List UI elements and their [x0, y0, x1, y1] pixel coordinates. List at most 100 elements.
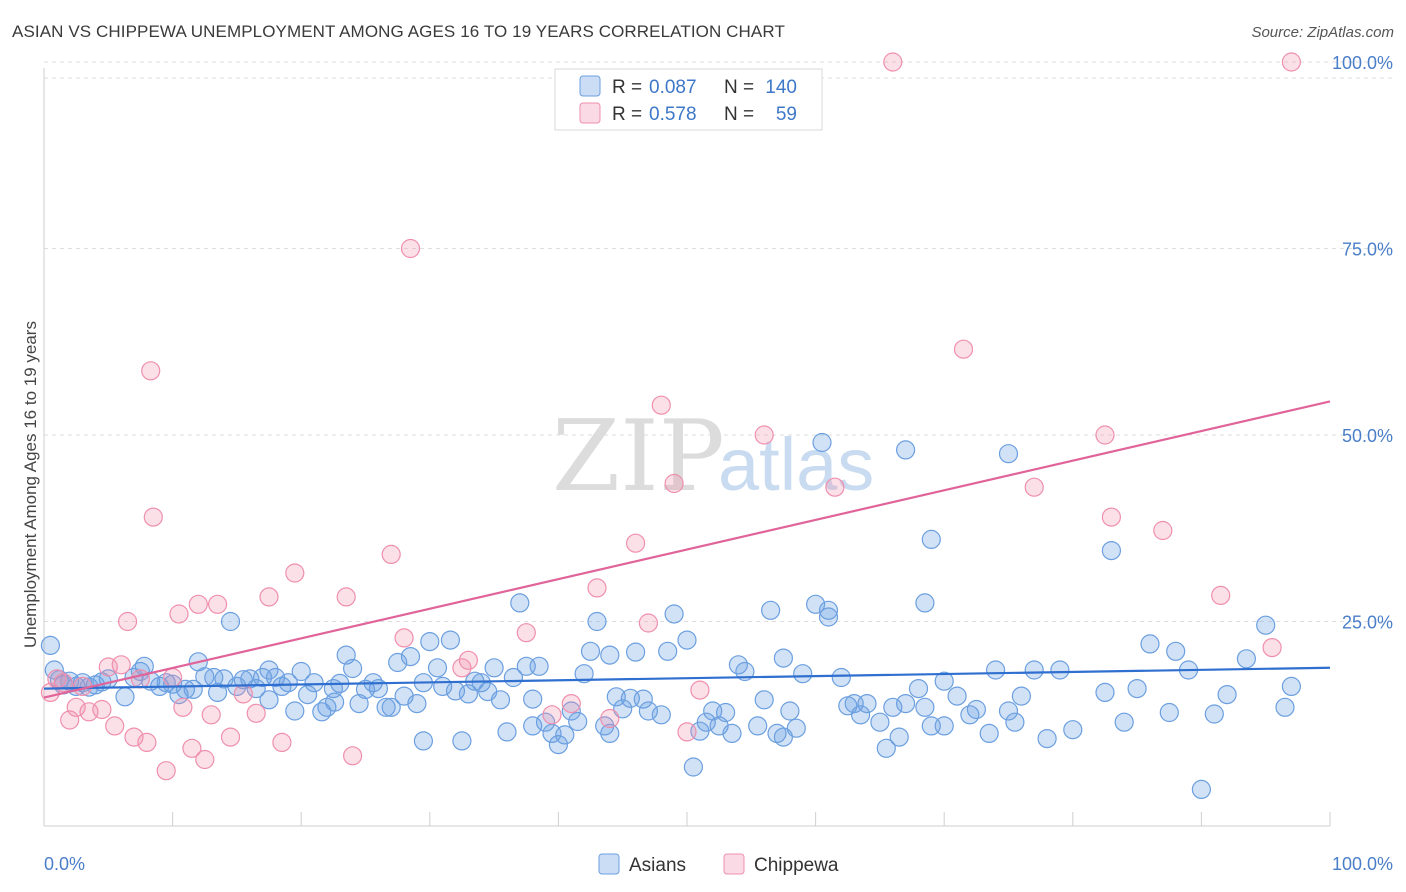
point-chippewa — [394, 628, 414, 648]
point-asians — [1114, 712, 1134, 732]
legend-r-value-chippewa: 0.578 — [649, 104, 697, 125]
point-asians — [908, 678, 929, 699]
point-asians — [278, 673, 298, 693]
legend-n-label-asians: N = — [724, 77, 754, 98]
point-chippewa — [143, 507, 163, 527]
point-asians — [1050, 660, 1070, 680]
legend-r-label-asians: R = — [612, 77, 642, 98]
point-asians — [343, 658, 363, 679]
point-asians — [658, 641, 678, 661]
point-chippewa — [285, 563, 305, 583]
point-asians — [259, 660, 279, 680]
point-chippewa — [1101, 507, 1122, 527]
point-asians — [793, 664, 813, 684]
point-chippewa — [883, 52, 903, 72]
trend-line-chippewa — [43, 400, 1331, 699]
point-chippewa — [825, 477, 845, 497]
point-asians — [748, 716, 768, 736]
point-asians — [1005, 712, 1025, 732]
source-credit: Source: ZipAtlas.com — [1251, 24, 1394, 41]
gridlines — [44, 61, 1392, 622]
legend-r-label-chippewa: R = — [612, 104, 642, 125]
point-asians — [947, 686, 967, 706]
point-asians — [574, 664, 594, 684]
series-legend: Asians Chippewa — [598, 853, 839, 876]
point-asians — [1024, 660, 1044, 680]
chart-title: ASIAN VS CHIPPEWA UNEMPLOYMENT AMONG AGE… — [12, 22, 785, 41]
point-asians — [850, 705, 871, 725]
point-asians — [735, 661, 755, 682]
point-chippewa — [516, 623, 536, 643]
point-asians — [259, 690, 279, 710]
x-axis-ticks — [43, 812, 1331, 826]
point-asians — [452, 731, 472, 751]
point-asians — [722, 723, 742, 744]
y-tick-label: 75.0% — [1342, 240, 1393, 260]
point-asians — [413, 731, 433, 751]
point-chippewa — [638, 613, 659, 633]
point-chippewa — [169, 604, 189, 624]
point-chippewa — [561, 693, 581, 714]
point-asians — [298, 684, 318, 705]
point-asians — [1204, 704, 1224, 724]
point-chippewa — [1024, 477, 1044, 497]
point-asians — [587, 611, 607, 632]
y-tick-label: 50.0% — [1342, 426, 1393, 446]
point-chippewa — [600, 708, 620, 729]
series-legend-label-asians: Asians — [629, 855, 686, 876]
point-chippewa — [66, 697, 86, 717]
point-chippewa — [188, 594, 208, 614]
legend-swatch-asians — [579, 75, 601, 97]
point-chippewa — [117, 611, 138, 632]
point-asians — [420, 631, 440, 652]
point-asians — [497, 722, 517, 742]
point-asians — [484, 658, 504, 678]
point-asians — [407, 693, 427, 714]
point-chippewa — [1095, 425, 1115, 445]
data-points — [40, 52, 1302, 800]
point-chippewa — [173, 697, 193, 717]
point-chippewa — [1281, 52, 1302, 72]
point-asians — [651, 705, 671, 725]
point-chippewa — [259, 587, 279, 607]
point-chippewa — [246, 703, 266, 723]
watermark: ZIP atlas — [552, 400, 874, 514]
point-asians — [773, 727, 794, 747]
point-asians — [677, 630, 697, 650]
legend-n-value-asians: 140 — [765, 77, 797, 98]
watermark-atlas: atlas — [718, 423, 874, 506]
point-asians — [915, 593, 935, 613]
point-asians — [1217, 684, 1237, 705]
point-chippewa — [400, 238, 421, 259]
legend-n-value-chippewa: 59 — [776, 104, 797, 125]
point-chippewa — [163, 667, 183, 688]
point-asians — [1101, 540, 1122, 561]
point-asians — [400, 646, 421, 667]
point-chippewa — [343, 746, 363, 766]
point-chippewa — [92, 699, 112, 720]
point-asians — [831, 667, 851, 688]
point-chippewa — [141, 361, 161, 381]
point-asians — [523, 716, 543, 736]
point-asians — [606, 687, 626, 707]
point-asians — [998, 701, 1019, 721]
point-chippewa — [111, 655, 131, 675]
point-asians — [600, 723, 620, 744]
point-asians — [529, 656, 549, 676]
point-chippewa — [690, 680, 710, 700]
point-asians — [754, 690, 774, 710]
point-asians — [857, 693, 877, 714]
point-asians — [381, 697, 401, 717]
point-asians — [812, 432, 832, 453]
point-asians — [889, 727, 909, 747]
stats-legend: R = 0.087 N = 140 R = 0.578 N = 59 — [554, 68, 823, 131]
point-chippewa — [452, 658, 472, 678]
trend-line-asians — [43, 666, 1331, 690]
point-asians — [1063, 720, 1083, 740]
point-asians — [934, 716, 954, 736]
point-asians — [818, 607, 839, 627]
point-chippewa — [651, 395, 671, 415]
watermark-zip: ZIP — [552, 400, 725, 514]
point-asians — [883, 697, 903, 717]
